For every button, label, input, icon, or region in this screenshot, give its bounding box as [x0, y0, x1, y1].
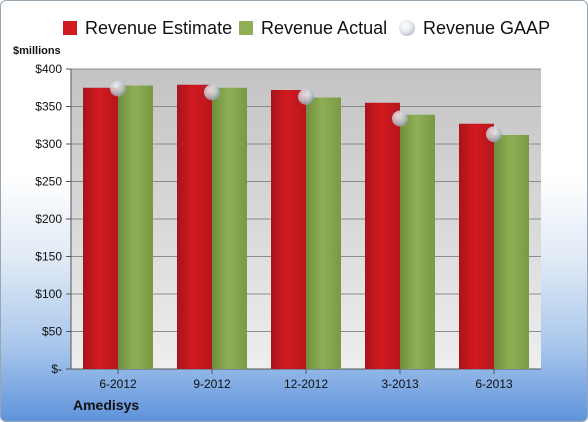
- bar-revenue-estimate: [83, 87, 118, 369]
- y-tick-label: $300: [35, 137, 62, 151]
- x-tick-label: 6-2012: [99, 377, 137, 391]
- point-revenue-gaap: [110, 80, 126, 97]
- point-revenue-gaap: [298, 88, 314, 105]
- y-tick-label: $400: [35, 62, 62, 76]
- legend-marker-gaap: [399, 20, 415, 36]
- bar-revenue-actual: [400, 114, 435, 369]
- x-tick-label: 9-2012: [193, 377, 231, 391]
- legend-item-actual: Revenue Actual: [239, 15, 387, 41]
- point-revenue-gaap: [392, 110, 408, 127]
- legend-label-actual: Revenue Actual: [261, 17, 388, 38]
- company-name: Amedisys: [73, 397, 140, 413]
- y-tick-label: $200: [35, 212, 62, 226]
- bar-revenue-estimate: [177, 84, 212, 369]
- bar-revenue-actual: [494, 135, 529, 369]
- x-tick-label: 12-2012: [284, 377, 328, 391]
- legend: Revenue Estimate Revenue Actual Revenue …: [1, 15, 587, 41]
- legend-item-estimate: Revenue Estimate: [63, 15, 232, 41]
- bar-revenue-actual: [306, 97, 341, 369]
- bar-revenue-estimate: [459, 123, 494, 369]
- bar-revenue-actual: [212, 87, 247, 369]
- y-tick-label: $350: [35, 100, 62, 114]
- bar-revenue-estimate: [365, 102, 400, 369]
- y-tick-label: $50: [42, 325, 62, 339]
- y-tick-label: $100: [35, 287, 62, 301]
- legend-swatch-estimate: [63, 21, 77, 35]
- legend-label-estimate: Revenue Estimate: [85, 17, 233, 38]
- bar-revenue-estimate: [271, 90, 306, 369]
- x-tick-label: 6-2013: [475, 377, 513, 391]
- bar-revenue-actual: [118, 85, 153, 369]
- legend-label-gaap: Revenue GAAP: [423, 17, 551, 38]
- y-tick-label: $-: [51, 362, 62, 376]
- y-axis-unit-label: $millions: [13, 45, 61, 57]
- legend-item-gaap: Revenue GAAP: [399, 15, 550, 41]
- x-tick-label: 3-2013: [381, 377, 419, 391]
- point-revenue-gaap: [486, 126, 502, 143]
- point-revenue-gaap: [204, 84, 220, 101]
- y-tick-label: $150: [35, 250, 62, 264]
- legend-swatch-actual: [239, 21, 253, 35]
- y-tick-label: $250: [35, 175, 62, 189]
